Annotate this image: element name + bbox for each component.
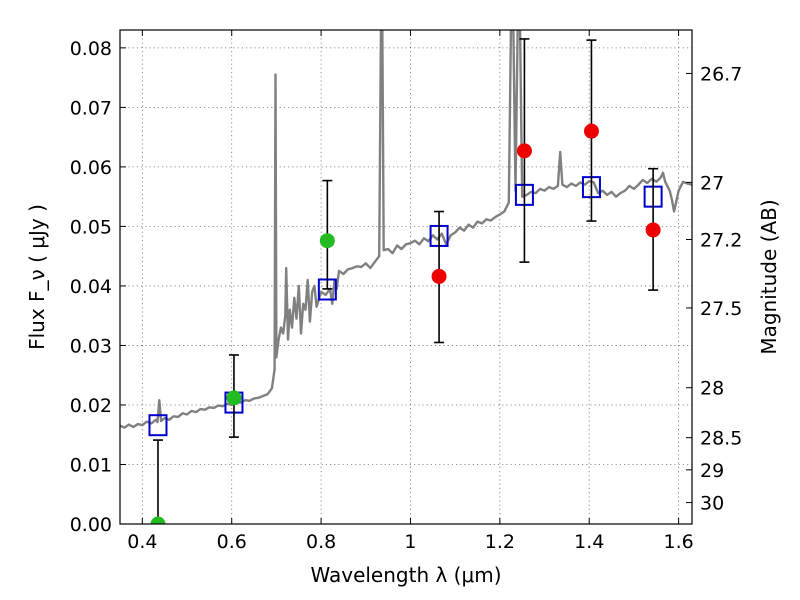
x-tick-label: 1.6 [663, 531, 693, 553]
data-layer [120, 30, 692, 524]
x-tick-label: 0.8 [306, 531, 336, 553]
y-tick-label: 0.06 [70, 157, 112, 179]
observed-point [645, 222, 661, 238]
right-tick-label: 30 [700, 493, 724, 515]
x-tick-label: 0.4 [127, 531, 157, 553]
right-tick-label: 27.2 [700, 230, 742, 252]
y-tick-label: 0.02 [70, 395, 112, 417]
y-tick-label: 0.08 [70, 38, 112, 60]
right-tick-label: 28 [700, 378, 724, 400]
observed-point [583, 123, 599, 139]
observed-point [226, 390, 242, 406]
y-tick-label: 0.01 [70, 454, 112, 476]
right-tick-label: 29 [700, 460, 724, 482]
observed-point [319, 233, 335, 249]
x-tick-label: 0.6 [217, 531, 247, 553]
x-tick-label: 1 [404, 531, 416, 553]
y-tick-label: 0.05 [70, 216, 112, 238]
observed-point [516, 143, 532, 159]
right-tick-label: 26.7 [700, 63, 742, 85]
observed-point [431, 268, 447, 284]
spectrum-line [120, 30, 692, 429]
right-tick-label: 27 [700, 172, 724, 194]
x-tick-label: 1.4 [574, 531, 604, 553]
right-tick-label: 27.5 [700, 298, 742, 320]
y-axis-title: Flux F_ν ( μJy ) [25, 204, 49, 350]
plot-frame [119, 29, 693, 525]
x-tick-label: 1.2 [485, 531, 515, 553]
right-axis-title: Magnitude (AB) [757, 199, 781, 354]
x-axis-title: Wavelength λ (μm) [310, 563, 501, 587]
right-tick-label: 28.5 [700, 428, 742, 450]
observed-point [150, 516, 166, 524]
grid-layer [120, 30, 692, 525]
y-tick-label: 0.07 [70, 97, 112, 119]
model-square [148, 414, 168, 437]
y-tick-label: 0.00 [70, 514, 112, 536]
tick-layer: 0.4 0.6 0.8 1 1.2 1.4 1.6 0.00 0.01 0.02 0.03 0.04 0… [70, 30, 742, 553]
y-tick-label: 0.03 [70, 335, 112, 357]
y-tick-label: 0.04 [70, 276, 112, 298]
